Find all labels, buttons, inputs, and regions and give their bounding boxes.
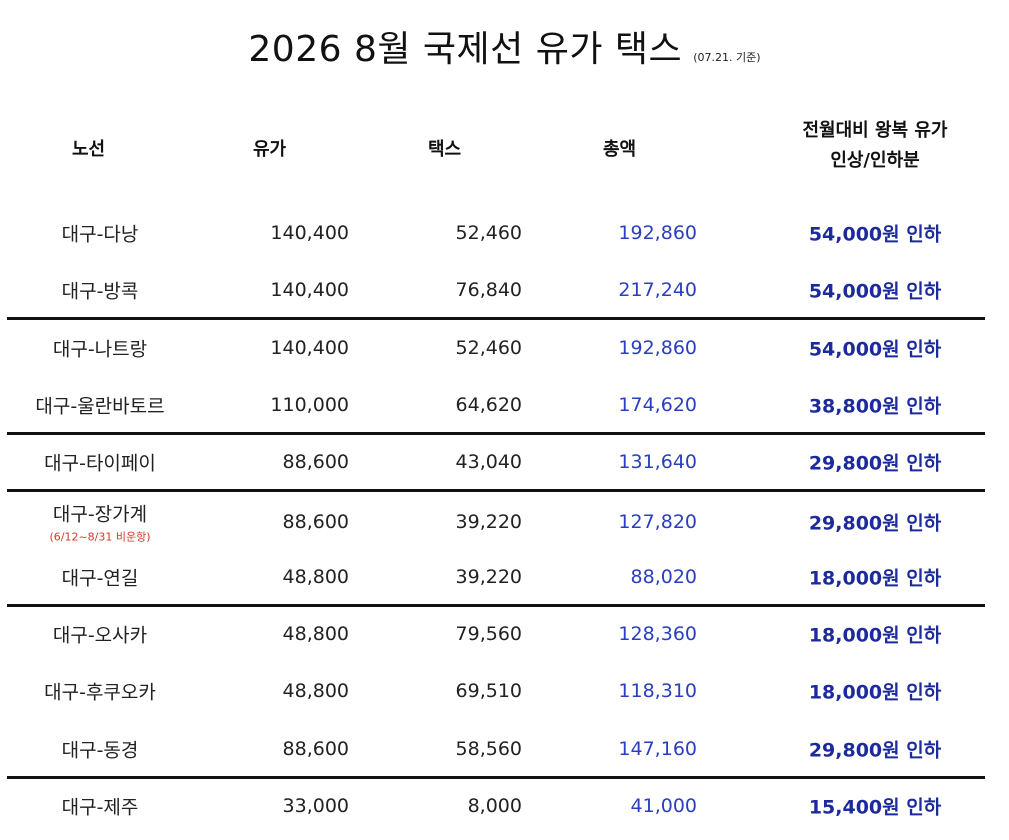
table-row: 대구-연길 48,800 39,220 88,020 18,000원 인하 (0, 549, 1009, 605)
tax-cell: 64,620 (455, 394, 522, 416)
change-cell: 38,800원 인하 (808, 395, 942, 418)
header-change: 전월대비 왕복 유가 인상/인하분 (775, 116, 975, 176)
header-tax: 택스 (428, 139, 462, 160)
total-cell: 192,860 (618, 337, 697, 359)
change-cell: 54,000원 인하 (808, 338, 942, 361)
route-cell: 대구-오사카 (52, 624, 148, 647)
page-title: 2026 8월 국제선 유가 택스 (07.21. 기준) (0, 20, 1009, 72)
change-cell: 18,000원 인하 (808, 624, 942, 647)
change-cell: 18,000원 인하 (808, 567, 942, 590)
route-cell: 대구-동경 (61, 739, 139, 762)
tax-cell: 76,840 (455, 279, 522, 301)
header-change-line2: 인상/인하분 (830, 150, 920, 171)
tax-cell: 79,560 (455, 623, 522, 645)
group-divider (7, 317, 985, 320)
route-cell: 대구-제주 (61, 796, 139, 819)
fuel-cell: 33,000 (282, 795, 349, 817)
tax-cell: 58,560 (455, 738, 522, 760)
table-row: 대구-울란바토르 110,000 64,620 174,620 38,800원 인하 (0, 377, 1009, 433)
route-cell: 대구-울란바토르 (35, 395, 165, 418)
table-row: 대구-동경 88,600 58,560 147,160 29,800원 인하 (0, 721, 1009, 777)
tax-cell: 39,220 (455, 566, 522, 588)
table-row: 대구-오사카 48,800 79,560 128,360 18,000원 인하 (0, 606, 1009, 662)
table-row: 대구-다낭 140,400 52,460 192,860 54,000원 인하 (0, 205, 1009, 261)
route-cell: 대구-후쿠오카 (44, 681, 156, 704)
group-divider (7, 604, 985, 607)
total-cell: 131,640 (618, 451, 697, 473)
total-cell: 41,000 (630, 795, 697, 817)
group-divider (7, 776, 985, 779)
group-divider (7, 489, 985, 492)
table-row: 대구-방콕 140,400 76,840 217,240 54,000원 인하 (0, 262, 1009, 318)
table-row: 대구-후쿠오카 48,800 69,510 118,310 18,000원 인하 (0, 663, 1009, 719)
group-divider (7, 432, 985, 435)
route-cell: 대구-나트랑 (52, 338, 148, 361)
total-cell: 127,820 (618, 511, 697, 533)
fuel-cell: 88,600 (282, 511, 349, 533)
total-cell: 174,620 (618, 394, 697, 416)
fuel-cell: 140,400 (270, 222, 349, 244)
tax-cell: 69,510 (455, 680, 522, 702)
fuel-cell: 48,800 (282, 680, 349, 702)
fuel-cell: 88,600 (282, 738, 349, 760)
route-cell: 대구-장가계 (6/12~8/31 비운항) (0, 500, 200, 545)
fuel-cell: 48,800 (282, 566, 349, 588)
change-cell: 15,400원 인하 (808, 796, 942, 819)
tax-cell: 52,460 (455, 337, 522, 359)
header-fuel: 유가 (253, 139, 287, 160)
table-row: 대구-나트랑 140,400 52,460 192,860 54,000원 인하 (0, 320, 1009, 376)
route-cell: 대구-타이페이 (44, 452, 156, 475)
total-cell: 88,020 (630, 566, 697, 588)
total-cell: 192,860 (618, 222, 697, 244)
change-cell: 54,000원 인하 (808, 223, 942, 246)
fuel-cell: 140,400 (270, 279, 349, 301)
change-cell: 29,800원 인하 (808, 512, 942, 535)
table-row: 대구-제주 33,000 8,000 41,000 15,400원 인하 (0, 778, 1009, 834)
change-cell: 54,000원 인하 (808, 280, 942, 303)
tax-cell: 52,460 (455, 222, 522, 244)
change-cell: 18,000원 인하 (808, 681, 942, 704)
tax-cell: 39,220 (455, 511, 522, 533)
route-note: (6/12~8/31 비운항) (49, 530, 151, 544)
header-change-line1: 전월대비 왕복 유가 (802, 120, 948, 141)
change-cell: 29,800원 인하 (808, 739, 942, 762)
table-row: 대구-장가계 (6/12~8/31 비운항) 88,600 39,220 127,820… (0, 494, 1009, 550)
total-cell: 118,310 (618, 680, 697, 702)
change-cell: 29,800원 인하 (808, 452, 942, 475)
fuel-cell: 140,400 (270, 337, 349, 359)
title-date-basis: (07.21. 기준) (693, 51, 761, 64)
route-cell: 대구-방콕 (61, 280, 139, 303)
route-name: 대구-장가계 (52, 503, 148, 526)
fuel-cell: 110,000 (270, 394, 349, 416)
header-total: 총액 (603, 139, 637, 160)
header-route: 노선 (72, 139, 106, 160)
total-cell: 128,360 (618, 623, 697, 645)
tax-cell: 8,000 (467, 795, 522, 817)
route-cell: 대구-다낭 (61, 223, 139, 246)
fuel-cell: 88,600 (282, 451, 349, 473)
title-main: 2026 8월 국제선 유가 택스 (248, 29, 683, 70)
total-cell: 147,160 (618, 738, 697, 760)
tax-cell: 43,040 (455, 451, 522, 473)
fuel-cell: 48,800 (282, 623, 349, 645)
total-cell: 217,240 (618, 279, 697, 301)
table-row: 대구-타이페이 88,600 43,040 131,640 29,800원 인하 (0, 434, 1009, 490)
route-cell: 대구-연길 (61, 567, 139, 590)
